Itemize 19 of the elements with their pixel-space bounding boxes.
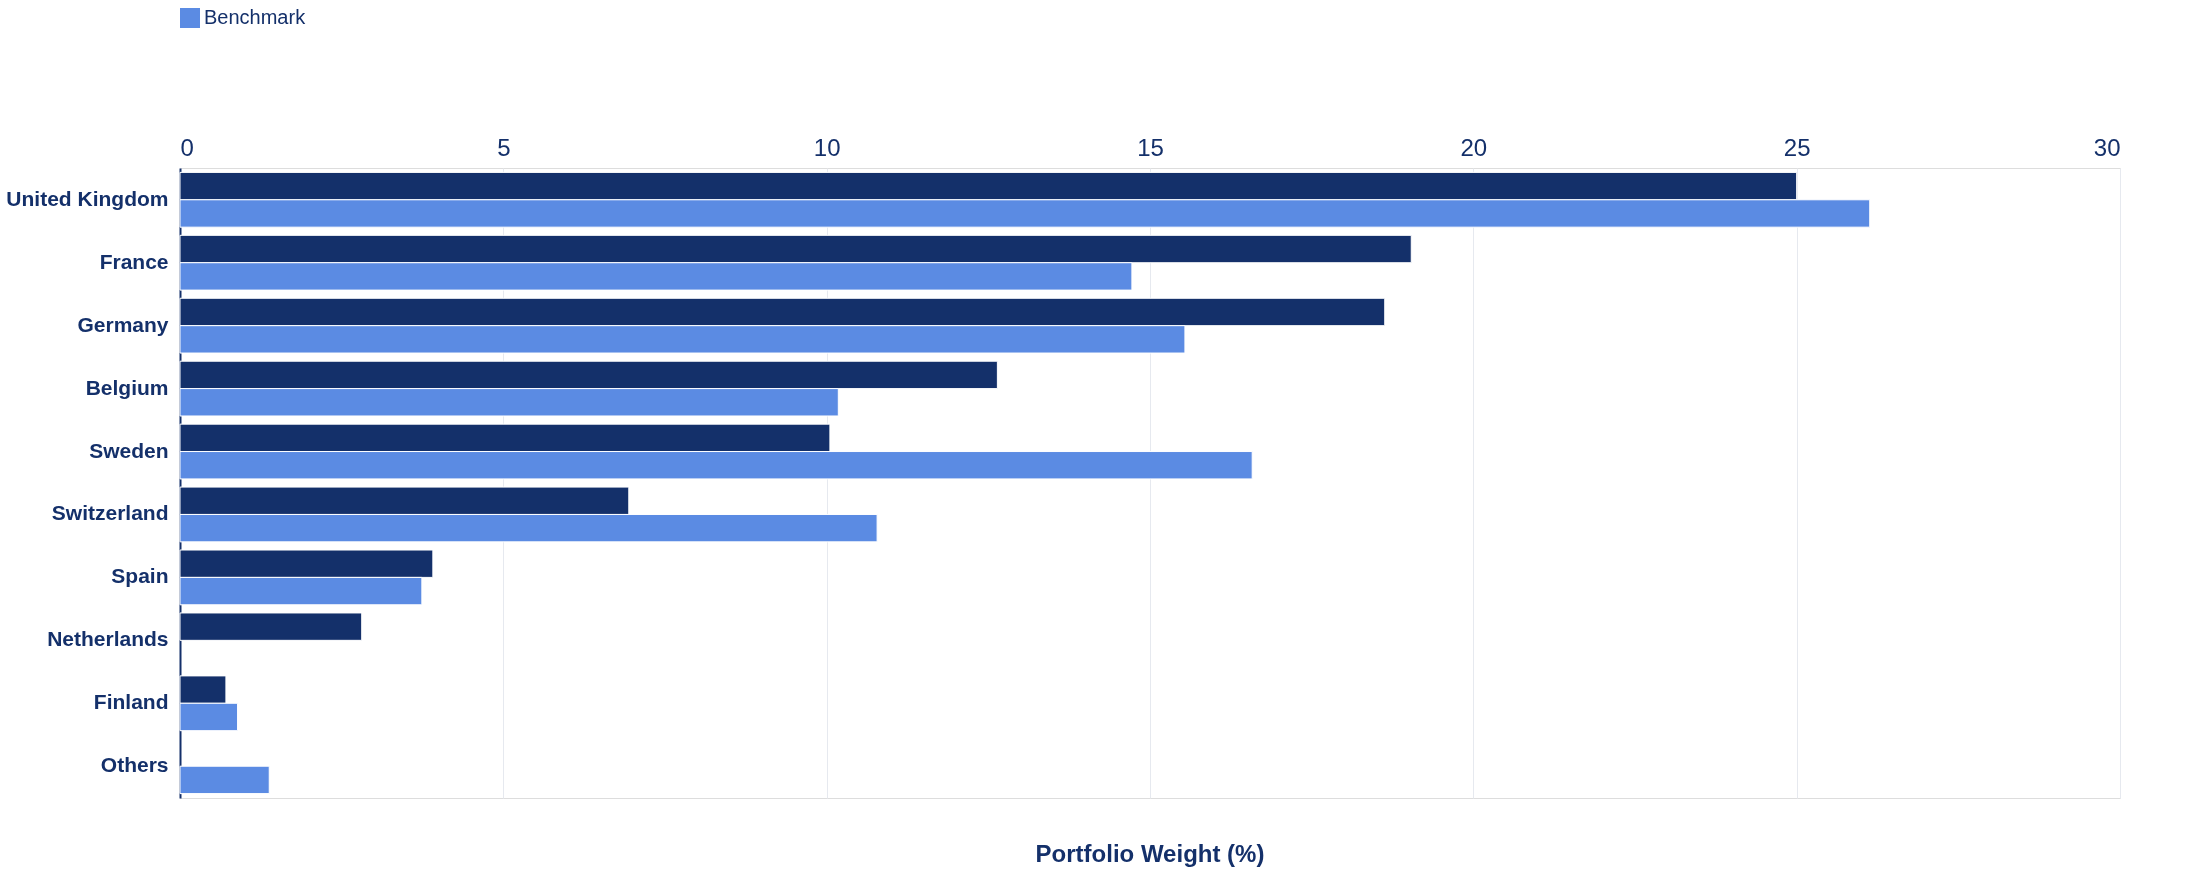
x-tick-label: 15 (1137, 133, 1164, 161)
x-tick-label: 0 (180, 133, 194, 161)
y-tick-label: United Kingdom (6, 186, 169, 210)
x-axis-title: Portfolio Weight (%) (1035, 840, 1265, 867)
y-tick-label: Germany (77, 312, 169, 336)
y-tick-label: Others (100, 753, 169, 777)
y-tick-label: Spain (111, 564, 169, 588)
y-tick-label: Finland (93, 690, 169, 714)
x-tick-label: 20 (1460, 133, 1488, 161)
y-tick-label: Belgium (85, 375, 169, 399)
legend-label: Benchmark (204, 6, 307, 28)
x-tick-label: 25 (1783, 133, 1811, 161)
x-tick-label: 10 (813, 133, 841, 161)
y-tick-label: Switzerland (51, 501, 169, 525)
x-tick-label: 30 (2093, 133, 2121, 161)
y-tick-label: Sweden (89, 438, 169, 462)
x-tick-label: 5 (497, 133, 511, 161)
y-tick-label: Netherlands (47, 627, 169, 651)
y-tick-label: France (99, 249, 169, 273)
